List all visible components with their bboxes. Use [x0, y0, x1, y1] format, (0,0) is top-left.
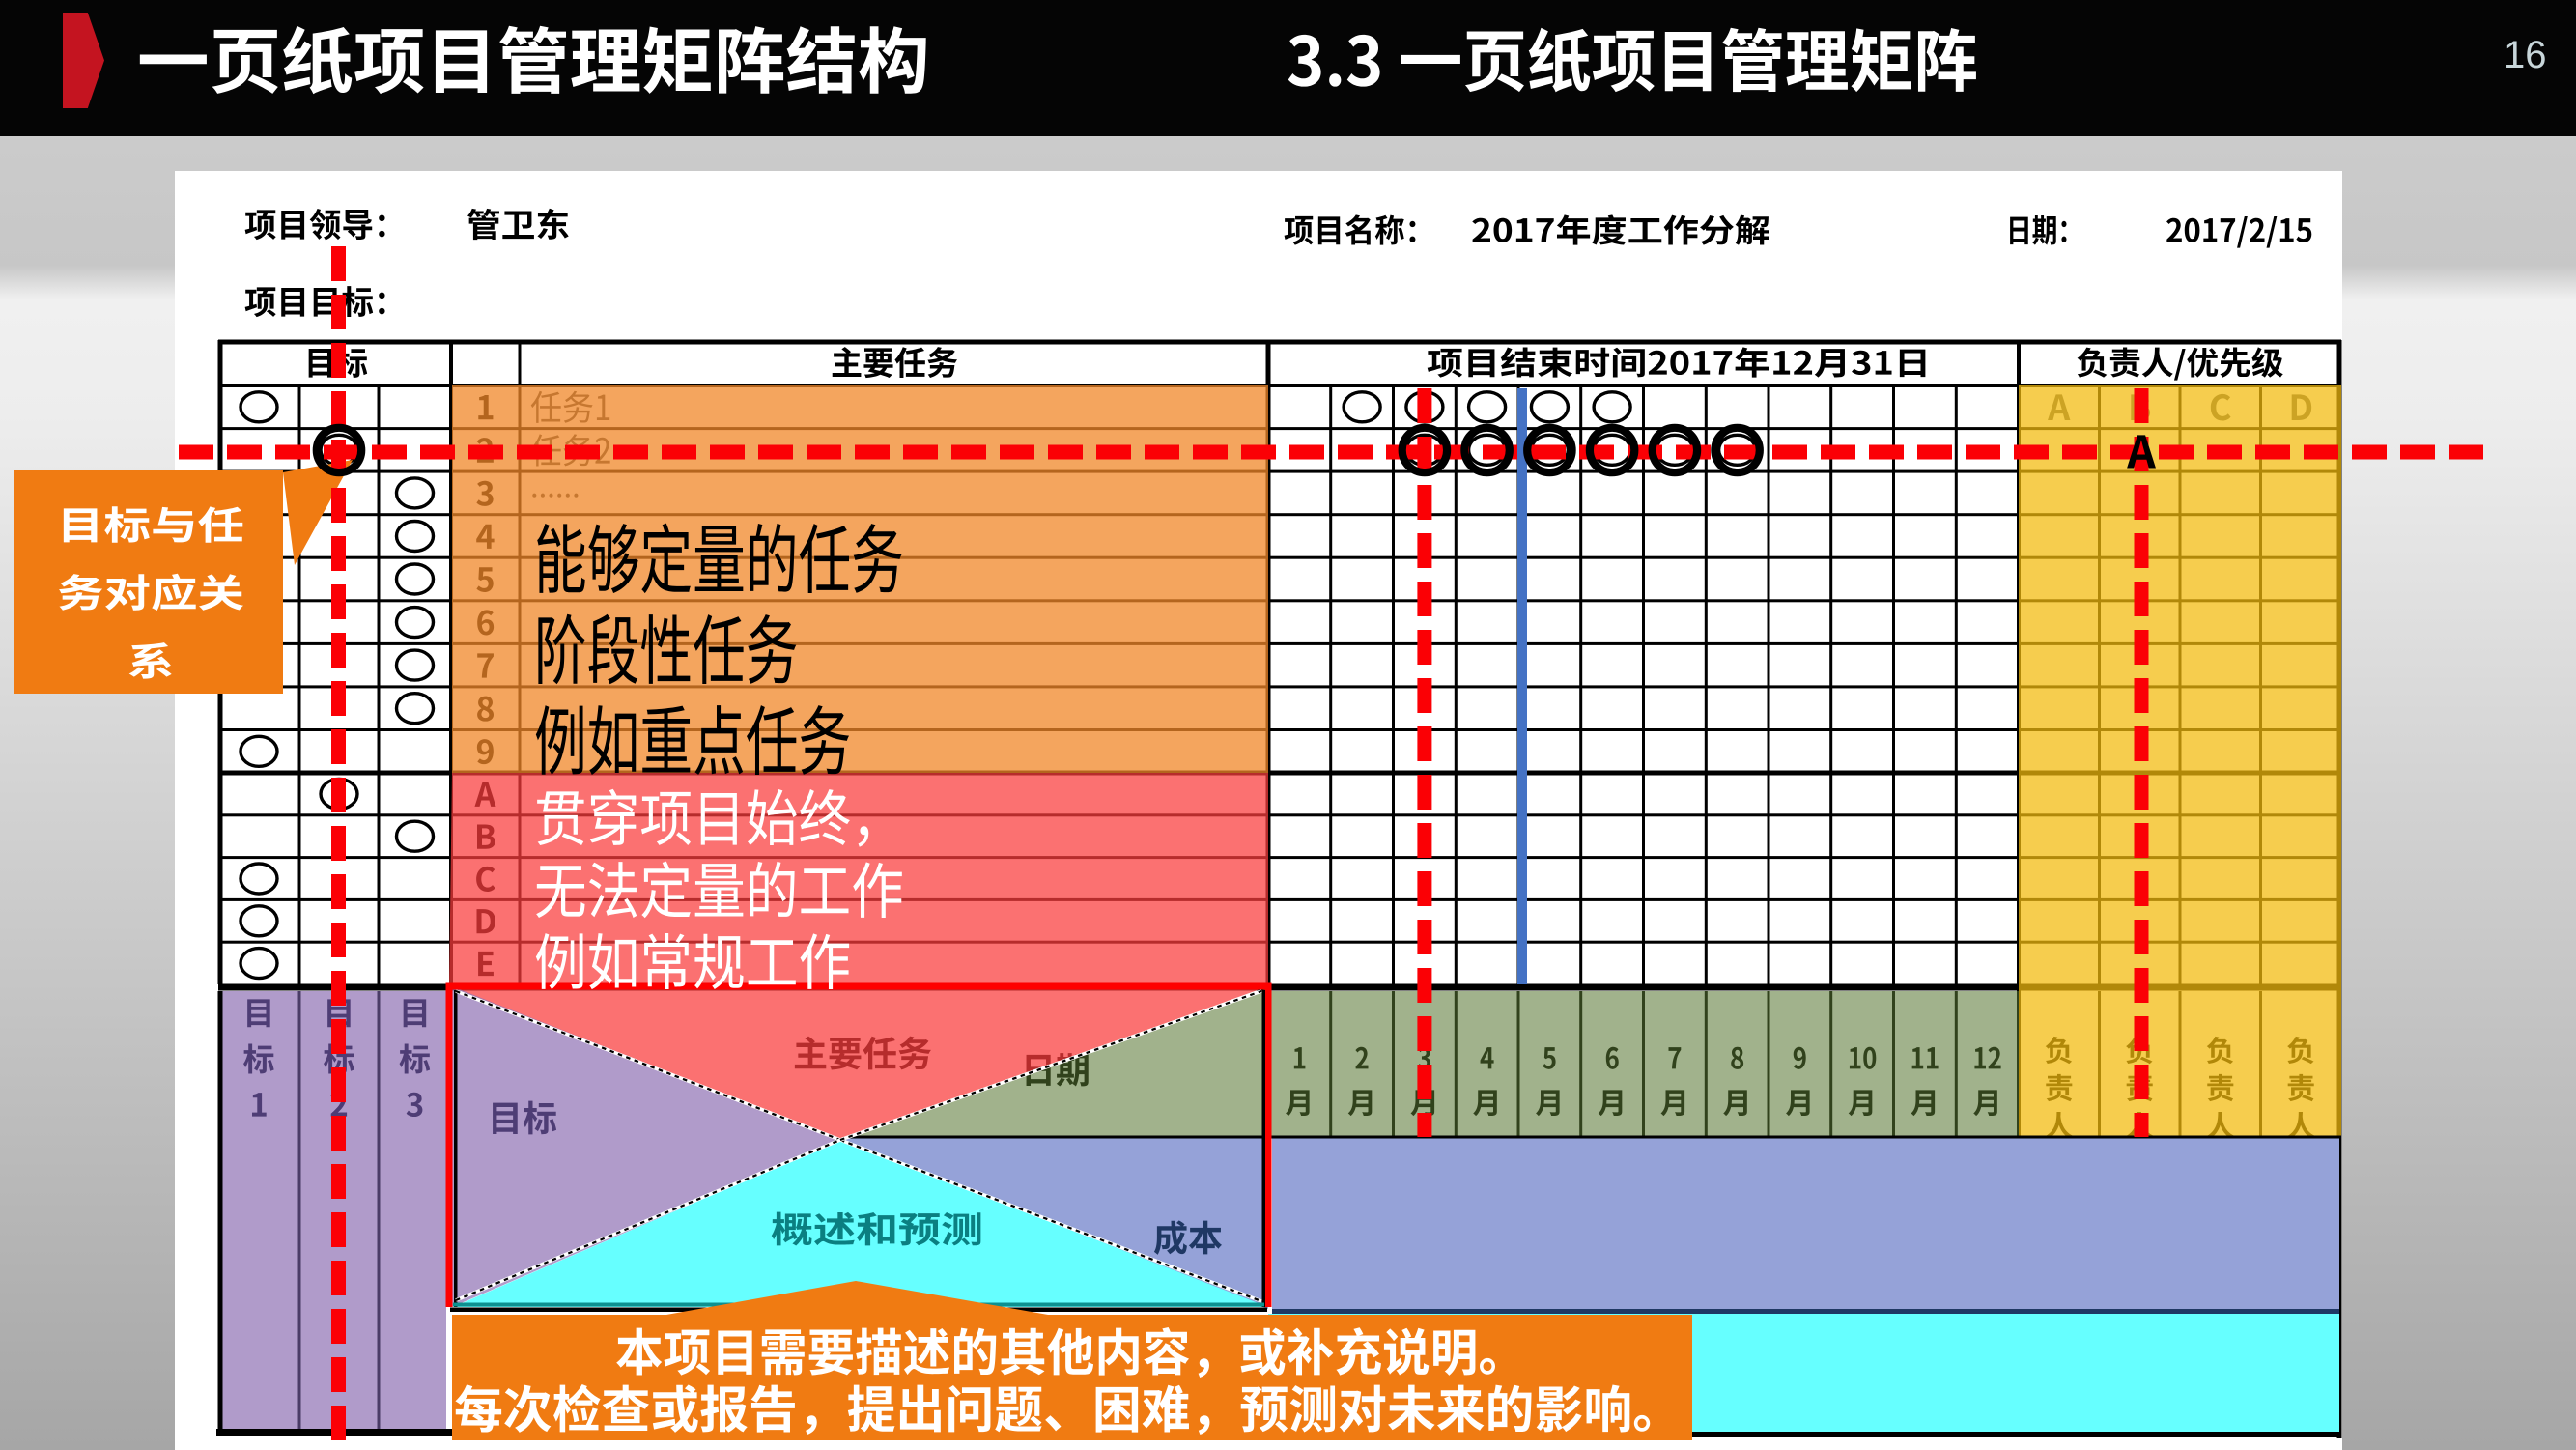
svg-text:16: 16 [2504, 34, 2547, 76]
